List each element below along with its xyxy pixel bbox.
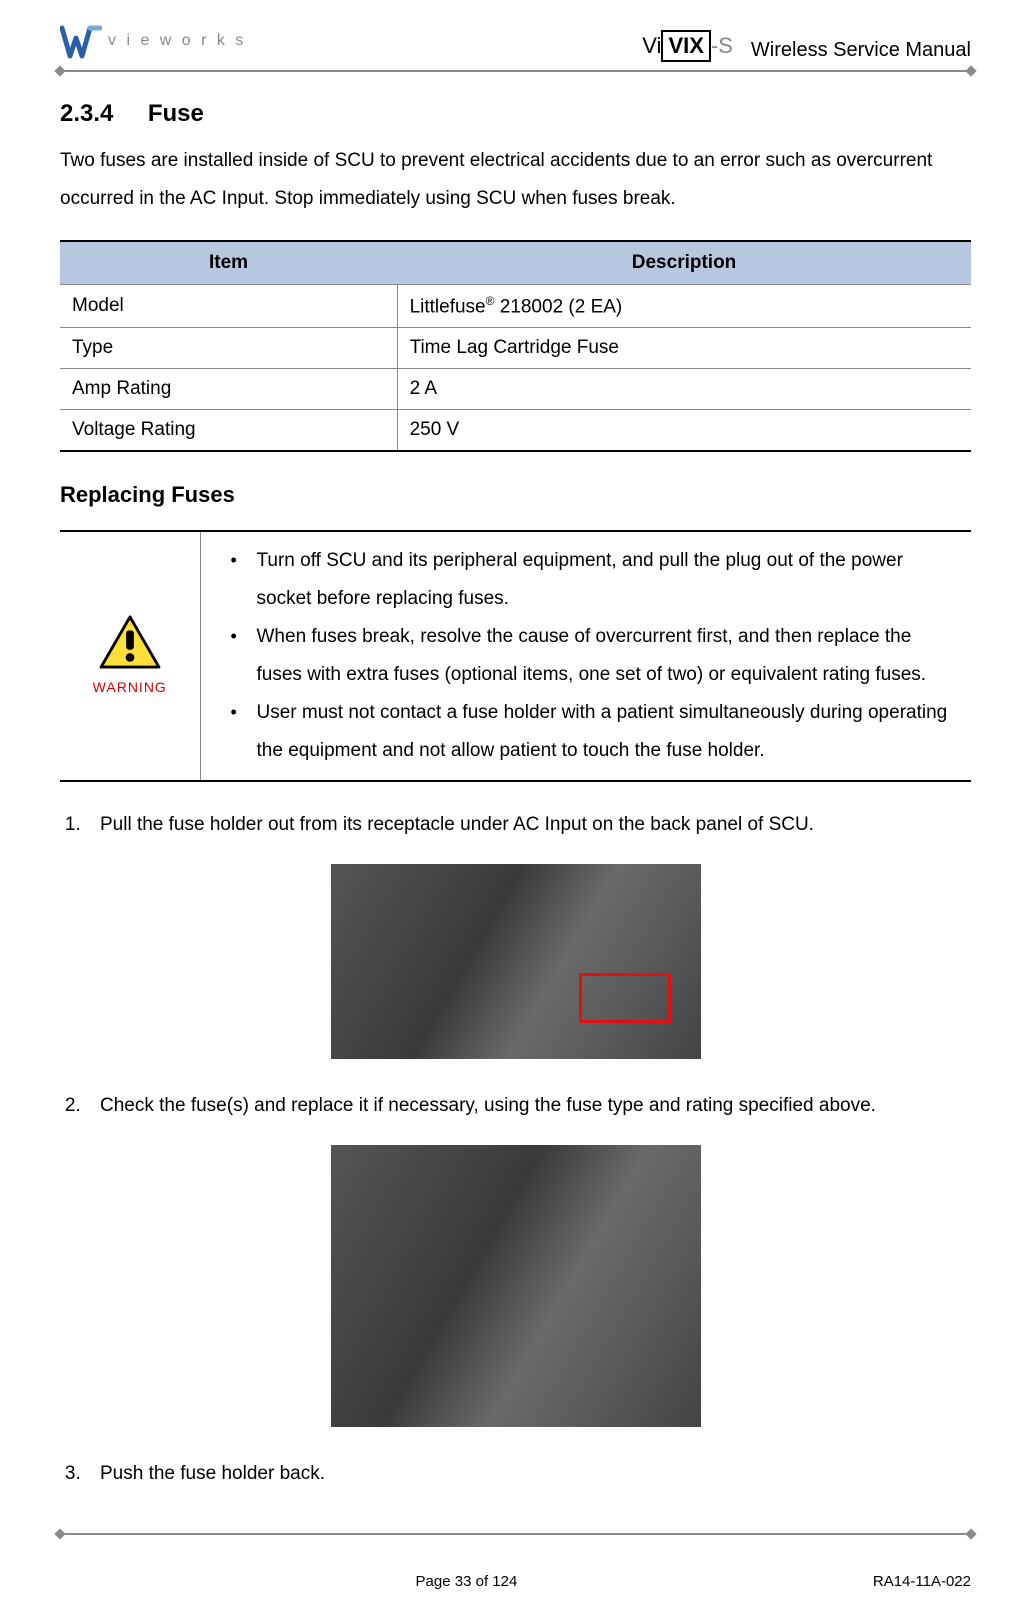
table-row: Model Littlefuse® 218002 (2 EA) [60, 285, 971, 328]
table-row: Amp Rating 2 A [60, 369, 971, 410]
spec-desc: 2 A [397, 369, 971, 410]
page-footer: Page 33 of 124 RA14-11A-022 [60, 1563, 971, 1590]
table-row: Type Time Lag Cartridge Fuse [60, 328, 971, 369]
warning-triangle-icon [99, 615, 161, 669]
step-item: Push the fuse holder back. [86, 1455, 971, 1493]
header-manual-title: Wireless Service Manual [751, 39, 971, 62]
spec-desc-suffix: 218002 (2 EA) [494, 296, 622, 317]
spec-desc: Time Lag Cartridge Fuse [397, 328, 971, 369]
steps-list: Pull the fuse holder out from its recept… [60, 806, 971, 844]
spec-table: Item Description Model Littlefuse® 21800… [60, 240, 971, 452]
fuse-highlight-box [579, 973, 671, 1023]
product-logo-prefix: Vi [642, 33, 661, 58]
step-item: Pull the fuse holder out from its recept… [86, 806, 971, 844]
footer-page-number: Page 33 of 124 [416, 1573, 518, 1590]
spec-desc: 250 V [397, 410, 971, 452]
section-title: Fuse [148, 100, 204, 128]
warning-content: Turn off SCU and its peripheral equipmen… [200, 531, 971, 781]
logo-w-icon [60, 20, 102, 62]
spec-item: Model [60, 285, 397, 328]
section-number: 2.3.4 [60, 100, 113, 128]
spec-item: Type [60, 328, 397, 369]
page-header: v i e w o r k s ViVIX-S Wireless Service… [60, 20, 971, 70]
spec-item: Voltage Rating [60, 410, 397, 452]
product-logo-suffix: -S [711, 33, 733, 58]
product-logo: ViVIX-S [642, 30, 733, 62]
warning-icon-cell: WARNING [60, 531, 200, 781]
table-row: Voltage Rating 250 V [60, 410, 971, 452]
section-intro: Two fuses are installed inside of SCU to… [60, 142, 971, 218]
vieworks-logo: v i e w o r k s [60, 20, 246, 62]
header-divider [60, 70, 971, 72]
spec-desc-prefix: Littlefuse [410, 296, 486, 317]
footer-doc-id: RA14-11A-022 [873, 1573, 971, 1590]
steps-list: Push the fuse holder back. [60, 1455, 971, 1493]
spec-head-item: Item [60, 241, 397, 285]
footer-divider [60, 1533, 971, 1535]
warning-item: When fuses break, resolve the cause of o… [241, 618, 960, 694]
section-heading: 2.3.4 Fuse [60, 100, 971, 128]
steps-list: Check the fuse(s) and replace it if nece… [60, 1087, 971, 1125]
logo-text: v i e w o r k s [108, 32, 246, 50]
warning-item: User must not contact a fuse holder with… [241, 694, 960, 770]
step-item: Check the fuse(s) and replace it if nece… [86, 1087, 971, 1125]
warning-label: WARNING [93, 679, 167, 695]
spec-head-desc: Description [397, 241, 971, 285]
warning-box: WARNING Turn off SCU and its peripheral … [60, 530, 971, 782]
warning-item: Turn off SCU and its peripheral equipmen… [241, 542, 960, 618]
spec-desc: Littlefuse® 218002 (2 EA) [397, 285, 971, 328]
product-logo-box: VIX [661, 30, 710, 62]
fuse-holder-photo-1 [331, 864, 701, 1059]
fuse-holder-photo-2 [331, 1145, 701, 1427]
subheading-replacing-fuses: Replacing Fuses [60, 482, 971, 508]
header-right: ViVIX-S Wireless Service Manual [642, 30, 971, 62]
spec-item: Amp Rating [60, 369, 397, 410]
